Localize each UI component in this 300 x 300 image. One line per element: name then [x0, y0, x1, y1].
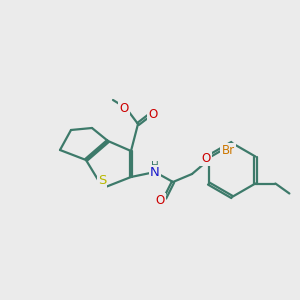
Text: S: S: [98, 175, 106, 188]
Text: O: O: [155, 194, 165, 206]
Text: O: O: [148, 107, 158, 121]
Text: O: O: [201, 152, 211, 166]
Text: N: N: [150, 167, 160, 179]
Text: O: O: [119, 101, 129, 115]
Text: H: H: [151, 161, 159, 171]
Text: Br: Br: [221, 143, 235, 157]
